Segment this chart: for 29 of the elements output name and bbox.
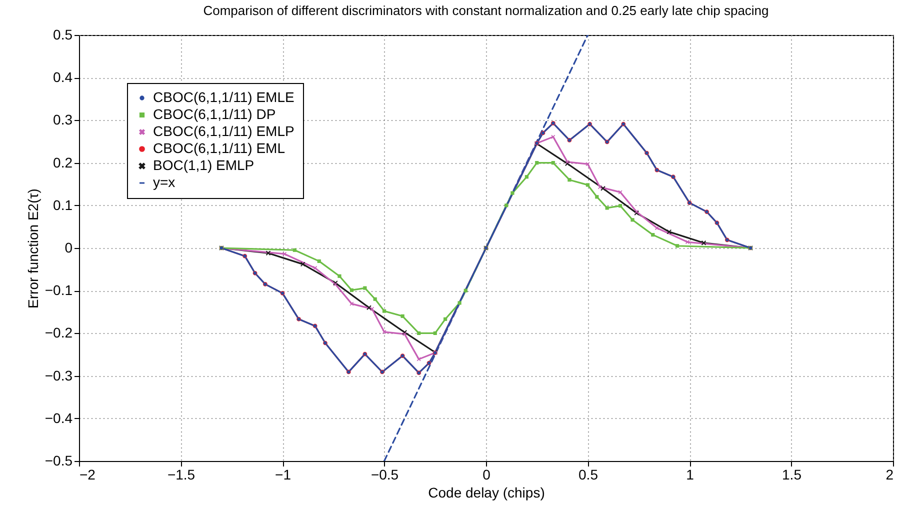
y-tick-label: 0.1 bbox=[53, 196, 73, 213]
y-tick-label: 0.4 bbox=[53, 69, 73, 86]
legend-label: y=x bbox=[153, 174, 176, 190]
y-tick-label: 0.5 bbox=[53, 26, 73, 42]
x-tick-label: −2 bbox=[80, 466, 96, 482]
y-axis-title: Error function E2(τ) bbox=[24, 188, 41, 308]
legend-label: BOC(1,1) EMLP bbox=[153, 157, 254, 173]
y-tick-label: 0 bbox=[64, 240, 73, 256]
chart-title: Comparison of different discriminators with constant normalization and 0.25 early late chip spacing bbox=[203, 3, 769, 18]
x-tick-label: 1 bbox=[686, 466, 694, 482]
legend-label: CBOC(6,1,1/11) EMLP bbox=[153, 123, 294, 139]
y-tick-label: −0.4 bbox=[44, 410, 73, 426]
y-tick-label: −0.2 bbox=[44, 324, 73, 341]
y-tick-label: 0.3 bbox=[53, 112, 73, 128]
x-tick-label: 0 bbox=[482, 466, 491, 482]
x-tick-label: 0.5 bbox=[578, 466, 598, 482]
x-tick-label: 1.5 bbox=[782, 466, 802, 482]
y-tick-label: −0.3 bbox=[44, 367, 73, 384]
x-axis-title: Code delay (chips) bbox=[428, 484, 545, 500]
x-tick-label: −1.5 bbox=[167, 466, 196, 482]
x-tick-label: 2 bbox=[886, 466, 894, 482]
legend-label: CBOC(6,1,1/11) EML bbox=[153, 140, 286, 156]
x-tick-label: −0.5 bbox=[370, 466, 399, 482]
y-tick-label: 0.2 bbox=[53, 154, 73, 170]
y-tick-label: −0.5 bbox=[44, 452, 73, 468]
legend-label: CBOC(6,1,1/11) EMLE bbox=[153, 89, 294, 105]
x-tick-label: −1 bbox=[275, 466, 292, 482]
y-tick-label: −0.1 bbox=[44, 282, 73, 298]
legend-label: CBOC(6,1,1/11) DP bbox=[153, 106, 276, 122]
